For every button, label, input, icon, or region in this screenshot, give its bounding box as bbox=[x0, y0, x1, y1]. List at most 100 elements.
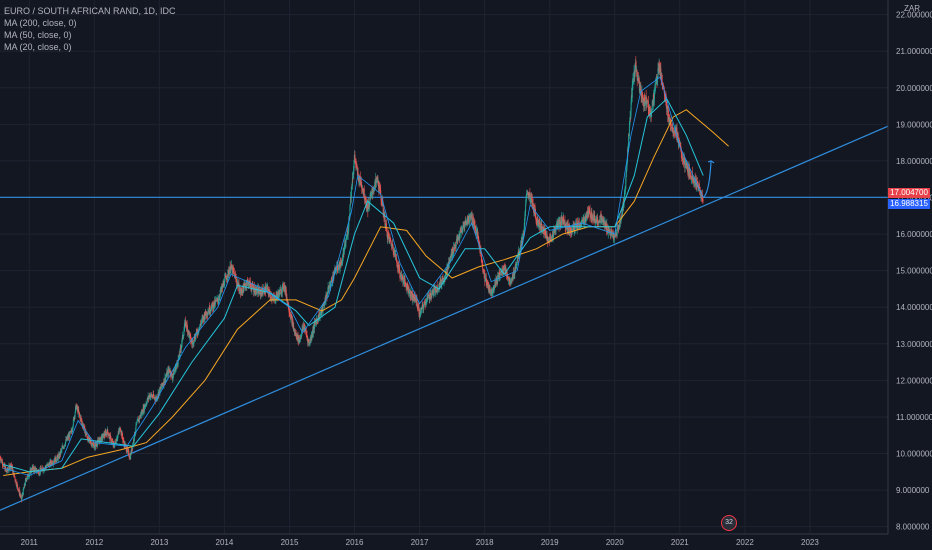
candle-body bbox=[135, 424, 137, 431]
candle-body bbox=[328, 287, 330, 292]
candle-body bbox=[282, 284, 284, 287]
candle-body bbox=[362, 188, 364, 191]
candle-body bbox=[493, 286, 495, 291]
candle-body bbox=[215, 299, 217, 302]
candle-body bbox=[481, 261, 483, 264]
candle-body bbox=[76, 405, 78, 410]
candle-body bbox=[679, 142, 681, 146]
candle-body bbox=[549, 237, 551, 242]
indicator-ma200[interactable]: MA (200, close, 0) bbox=[4, 18, 77, 28]
candle-body bbox=[86, 433, 88, 437]
event-badge[interactable]: 32 bbox=[721, 515, 737, 531]
candle-body bbox=[53, 462, 55, 463]
candle-body bbox=[304, 330, 306, 332]
candle-body bbox=[107, 432, 109, 436]
candle-body bbox=[470, 215, 472, 221]
candle-body bbox=[346, 238, 348, 239]
candle-body bbox=[628, 126, 630, 137]
candle-body bbox=[46, 464, 48, 466]
candle-body bbox=[198, 327, 200, 331]
candle-body bbox=[518, 255, 520, 257]
candle-body bbox=[454, 245, 456, 248]
candle-body bbox=[581, 219, 583, 222]
candle-body bbox=[606, 223, 608, 232]
candle-body bbox=[390, 241, 392, 245]
y-tick-label: 20.000000 bbox=[896, 84, 932, 93]
candle-body bbox=[641, 91, 643, 95]
candle-body bbox=[646, 100, 648, 102]
candle-body bbox=[123, 440, 125, 444]
candle-body bbox=[223, 285, 225, 287]
candle-body bbox=[389, 237, 391, 242]
candle-body bbox=[424, 302, 426, 305]
candle-body bbox=[24, 484, 26, 486]
candle-body bbox=[511, 275, 513, 281]
candle-body bbox=[392, 246, 394, 253]
candle-body bbox=[494, 281, 496, 288]
candle-body bbox=[523, 228, 525, 237]
candle-body bbox=[137, 419, 139, 421]
candle-body bbox=[589, 209, 591, 210]
candle-body bbox=[396, 261, 398, 263]
candle-body bbox=[441, 279, 443, 285]
candle-body bbox=[497, 275, 499, 281]
candle-body bbox=[276, 292, 278, 296]
candle-body bbox=[83, 425, 85, 427]
candle-body bbox=[459, 231, 461, 236]
candle-body bbox=[657, 67, 659, 72]
candle-body bbox=[452, 253, 454, 255]
candle-body bbox=[90, 440, 92, 443]
candle-body bbox=[254, 289, 256, 293]
candle-body bbox=[95, 443, 97, 445]
candle-body bbox=[268, 292, 270, 295]
candle-body bbox=[92, 443, 94, 445]
candle-body bbox=[666, 106, 668, 110]
candle-body bbox=[13, 473, 15, 476]
candle-body bbox=[200, 323, 202, 326]
candle-body bbox=[565, 225, 567, 227]
candle-body bbox=[501, 268, 503, 274]
candle-body bbox=[225, 275, 227, 278]
candle-body bbox=[691, 172, 693, 179]
candle-body bbox=[378, 180, 380, 189]
candle-body bbox=[421, 305, 423, 310]
candle-body bbox=[379, 185, 381, 186]
candle-body bbox=[71, 431, 73, 433]
candle-body bbox=[38, 470, 40, 475]
candle-body bbox=[534, 208, 536, 215]
x-tick-label: 2012 bbox=[85, 538, 103, 547]
candle-body bbox=[555, 228, 557, 232]
candle-body bbox=[30, 469, 32, 472]
candle-body bbox=[419, 313, 421, 316]
candle-body bbox=[500, 271, 502, 272]
candle-body bbox=[488, 286, 490, 289]
candle-body bbox=[180, 347, 182, 349]
candle-body bbox=[92, 443, 94, 446]
candle-body bbox=[17, 487, 19, 490]
candle-body bbox=[620, 218, 622, 222]
indicator-ma50[interactable]: MA (50, close, 0) bbox=[4, 30, 72, 40]
candle-body bbox=[578, 223, 580, 227]
candle-body bbox=[81, 420, 83, 424]
candle-body bbox=[373, 189, 375, 190]
candle-body bbox=[236, 278, 238, 283]
candle-body bbox=[473, 220, 475, 229]
candle-body bbox=[207, 312, 209, 316]
candle-body bbox=[322, 304, 324, 312]
candle-body bbox=[166, 371, 168, 377]
candle-body bbox=[454, 245, 456, 247]
candle-body bbox=[547, 236, 549, 243]
candle-body bbox=[209, 310, 211, 313]
indicator-ma20[interactable]: MA (20, close, 0) bbox=[4, 42, 72, 52]
candle-body bbox=[416, 301, 418, 307]
candle-body bbox=[114, 441, 116, 443]
candle-body bbox=[103, 433, 105, 438]
candle-body bbox=[203, 316, 205, 318]
candle-body bbox=[631, 85, 633, 98]
candle-body bbox=[548, 239, 550, 243]
candle-body bbox=[174, 370, 176, 372]
candle-body bbox=[428, 294, 430, 299]
candle-body bbox=[135, 430, 137, 434]
